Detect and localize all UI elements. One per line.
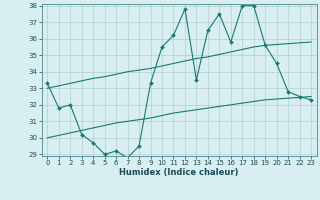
- X-axis label: Humidex (Indice chaleur): Humidex (Indice chaleur): [119, 168, 239, 177]
